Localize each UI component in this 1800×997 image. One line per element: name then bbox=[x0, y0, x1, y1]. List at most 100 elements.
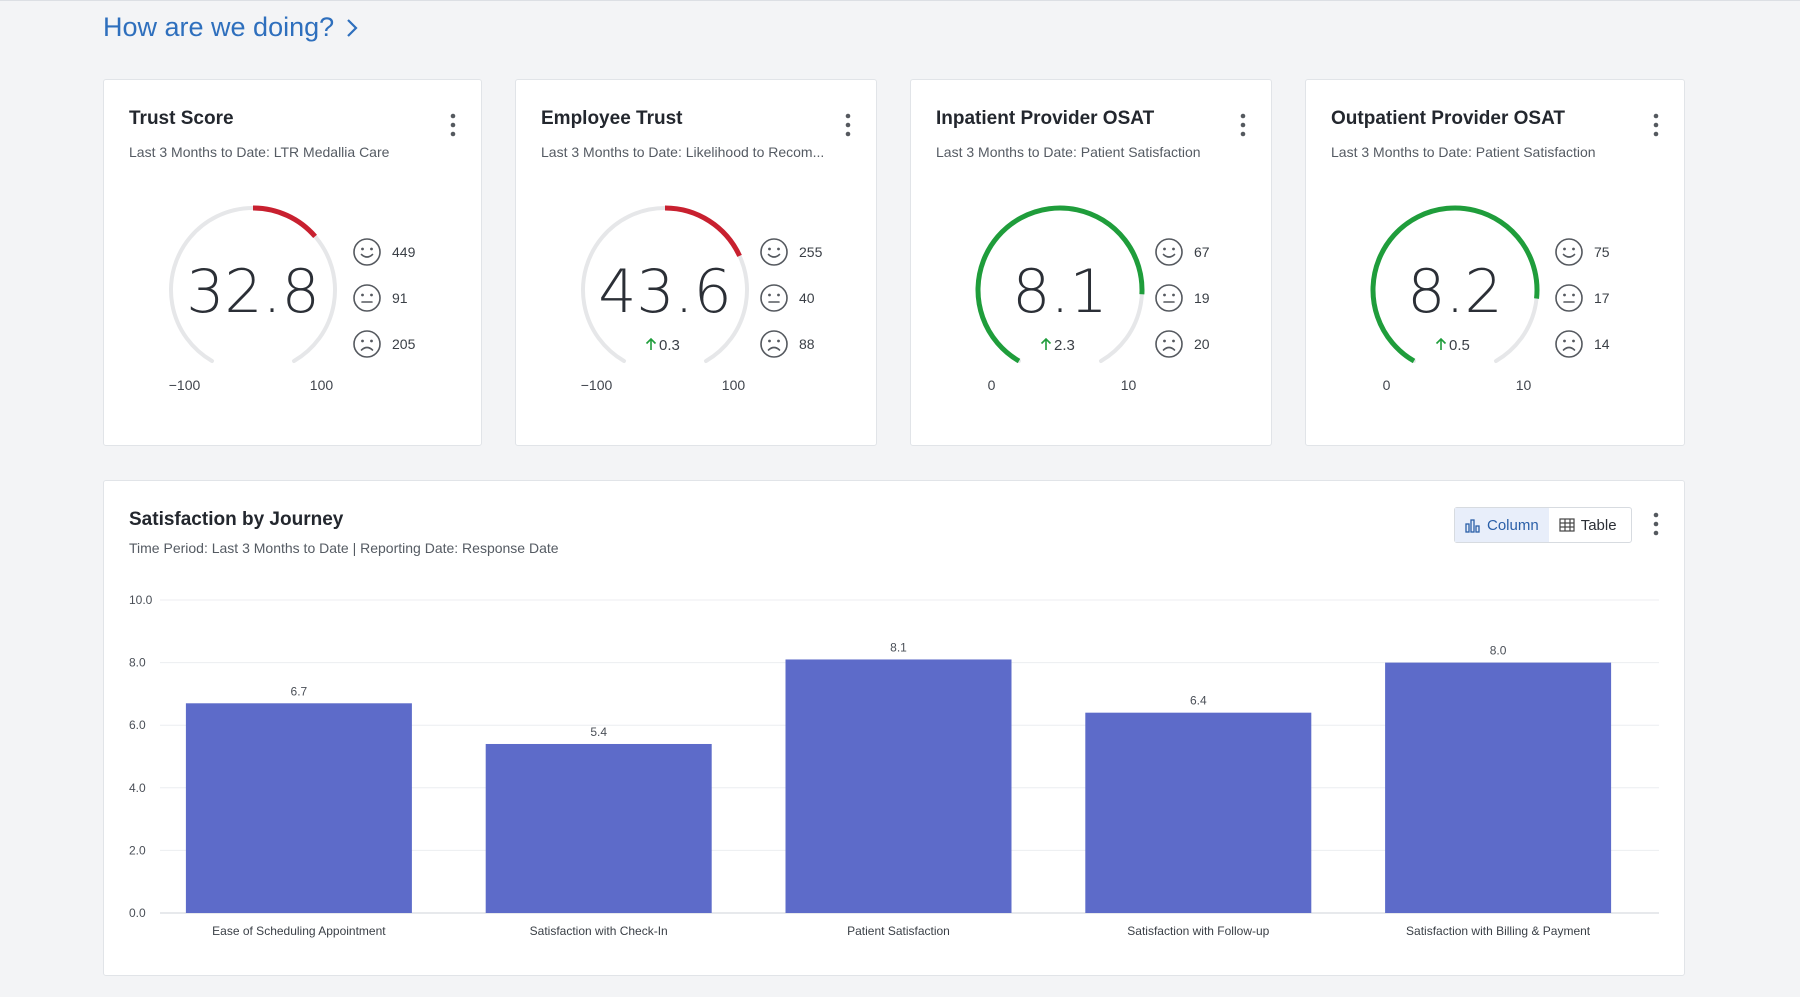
positive-count-row: 75 bbox=[1554, 229, 1610, 275]
gauge-max-label: 10 bbox=[1516, 377, 1532, 393]
column-view-button[interactable]: Column bbox=[1455, 508, 1549, 542]
arrow-up-icon bbox=[645, 337, 657, 350]
positive-count-row: 67 bbox=[1154, 229, 1210, 275]
positive-count-row: 449 bbox=[352, 229, 415, 275]
neutral-count-row: 19 bbox=[1154, 275, 1210, 321]
neutral-count: 19 bbox=[1194, 290, 1210, 306]
score-gauge: 8.2 0.5 0 10 bbox=[1370, 205, 1540, 393]
positive-count: 449 bbox=[392, 244, 416, 260]
bar-value-label: 6.4 bbox=[1190, 694, 1207, 708]
outpatient-osat-card: Outpatient Provider OSAT Last 3 Months to… bbox=[1305, 79, 1685, 446]
neutral-count: 17 bbox=[1594, 290, 1610, 306]
satisfaction-by-journey-card: Satisfaction by Journey Time Period: Las… bbox=[103, 480, 1685, 976]
gauge-value: 8.1 bbox=[1012, 257, 1107, 327]
bar[interactable] bbox=[1385, 662, 1612, 913]
gauge-value: 32.8 bbox=[186, 257, 320, 327]
neutral-face-icon bbox=[353, 284, 381, 312]
negative-count-row: 88 bbox=[759, 321, 822, 367]
gauge-fill bbox=[664, 205, 742, 257]
category-label: Satisfaction with Check-In bbox=[530, 924, 668, 938]
card-menu-button[interactable] bbox=[1646, 112, 1666, 138]
card-subtitle: Last 3 Months to Date: Patient Satisfact… bbox=[1331, 144, 1596, 160]
bar[interactable] bbox=[185, 703, 412, 913]
negative-count: 88 bbox=[799, 336, 815, 352]
y-tick-label: 4.0 bbox=[129, 781, 146, 795]
card-title: Outpatient Provider OSAT bbox=[1331, 108, 1566, 129]
bar[interactable] bbox=[785, 659, 1012, 913]
negative-face-icon bbox=[1155, 330, 1183, 358]
table-label: Table bbox=[1580, 516, 1617, 534]
top-divider bbox=[0, 0, 1800, 1]
y-tick-label: 8.0 bbox=[129, 656, 146, 670]
page-title: How are we doing? bbox=[103, 12, 335, 42]
y-tick-label: 6.0 bbox=[129, 718, 146, 732]
score-delta: 0.3 bbox=[645, 337, 680, 354]
neutral-count-row: 91 bbox=[352, 275, 415, 321]
kebab-icon bbox=[1240, 113, 1246, 137]
bar-value-label: 6.7 bbox=[291, 684, 308, 698]
journey-bar-chart: 0.0 2.0 4.0 6.0 8.0 10.0 6.7 Ease of Scheduling… bbox=[129, 593, 1659, 938]
positive-count-row: 255 bbox=[759, 229, 822, 275]
neutral-count-row: 40 bbox=[759, 275, 822, 321]
gauge-min-label: 0 bbox=[1383, 377, 1391, 393]
score-gauge: 43.6 0.3 −100 100 bbox=[581, 205, 749, 393]
neutral-count-row: 17 bbox=[1554, 275, 1610, 321]
card-menu-button[interactable] bbox=[443, 112, 463, 138]
positive-count: 67 bbox=[1194, 244, 1210, 260]
gauge-max-label: 100 bbox=[722, 377, 746, 393]
kebab-icon bbox=[450, 113, 456, 137]
arrow-up-icon bbox=[1435, 337, 1447, 350]
gauge-fill bbox=[252, 205, 317, 239]
positive-count: 255 bbox=[799, 244, 823, 260]
kebab-icon bbox=[1653, 113, 1659, 137]
gauge-fill bbox=[975, 205, 1145, 364]
bar-value-label: 5.4 bbox=[590, 725, 607, 739]
table-view-button[interactable]: Table bbox=[1549, 508, 1627, 542]
card-title: Trust Score bbox=[129, 108, 234, 129]
card-menu-button[interactable] bbox=[1233, 112, 1253, 138]
bar-value-label: 8.1 bbox=[890, 640, 907, 654]
negative-count-row: 205 bbox=[352, 321, 415, 367]
trust-score-card: Trust Score Last 3 Months to Date: LTR Me… bbox=[103, 79, 482, 446]
neutral-face-icon bbox=[1155, 284, 1183, 312]
score-gauge: 8.1 2.3 0 10 bbox=[975, 205, 1145, 393]
bar[interactable] bbox=[485, 743, 712, 913]
card-subtitle: Last 3 Months to Date: LTR Medallia Care bbox=[129, 144, 390, 160]
page-title-link[interactable]: How are we doing? bbox=[103, 12, 358, 43]
negative-count-row: 20 bbox=[1154, 321, 1210, 367]
negative-count: 14 bbox=[1594, 336, 1610, 352]
bar[interactable] bbox=[1085, 712, 1312, 913]
card-title: Employee Trust bbox=[541, 108, 683, 129]
employee-trust-card: Employee Trust Last 3 Months to Date: Lik… bbox=[515, 79, 877, 446]
gauge-min-label: −100 bbox=[169, 377, 201, 393]
gauge-min-label: 0 bbox=[988, 377, 996, 393]
gauge-value: 43.6 bbox=[598, 257, 732, 327]
category-label: Patient Satisfaction bbox=[847, 924, 950, 938]
bar-chart-icon bbox=[1465, 519, 1480, 533]
positive-face-icon bbox=[1155, 238, 1183, 266]
positive-face-icon bbox=[760, 238, 788, 266]
inpatient-osat-card: Inpatient Provider OSAT Last 3 Months to … bbox=[910, 79, 1272, 446]
table-icon bbox=[1559, 518, 1575, 532]
positive-face-icon bbox=[353, 238, 381, 266]
gauge-min-label: −100 bbox=[581, 377, 613, 393]
journey-menu-button[interactable] bbox=[1646, 511, 1666, 537]
card-title: Inpatient Provider OSAT bbox=[936, 108, 1155, 129]
delta-value: 2.3 bbox=[1054, 337, 1075, 354]
y-tick-label: 2.0 bbox=[129, 843, 146, 857]
score-delta: 2.3 bbox=[1040, 337, 1075, 354]
gauge-fill bbox=[1370, 205, 1540, 364]
response-counts: 75 17 14 bbox=[1554, 229, 1610, 367]
neutral-face-icon bbox=[1555, 284, 1583, 312]
journey-title: Satisfaction by Journey bbox=[129, 509, 344, 530]
card-menu-button[interactable] bbox=[838, 112, 858, 138]
column-label: Column bbox=[1487, 516, 1539, 534]
response-counts: 449 91 205 bbox=[352, 229, 415, 367]
view-toggle: Column Table bbox=[1454, 507, 1632, 543]
category-label: Satisfaction with Billing & Payment bbox=[1406, 924, 1591, 938]
gauge-max-label: 10 bbox=[1121, 377, 1137, 393]
arrow-up-icon bbox=[1040, 337, 1052, 350]
response-counts: 255 40 88 bbox=[759, 229, 822, 367]
score-delta: 0.5 bbox=[1435, 337, 1470, 354]
card-subtitle: Last 3 Months to Date: Patient Satisfact… bbox=[936, 144, 1201, 160]
